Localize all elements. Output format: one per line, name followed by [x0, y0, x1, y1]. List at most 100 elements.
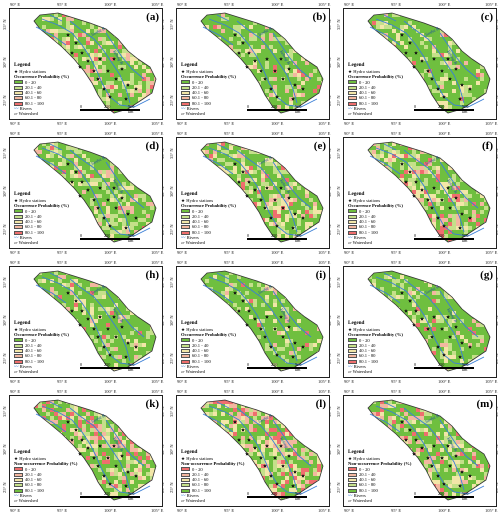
scale-bar-graphic	[80, 496, 140, 498]
watershed-outline	[367, 12, 491, 114]
legend-swatch	[181, 349, 190, 354]
legend-swatch	[181, 354, 190, 359]
latitude-tick: 30° N	[169, 57, 174, 68]
legend-watershed: ▱ Watershed	[348, 240, 372, 246]
map-frame: Jinsha R. Yalong R. (k) Legend ★ Hydro stati…	[9, 395, 163, 507]
scale-label: 250	[438, 362, 445, 367]
latitude-tick: 25° N	[2, 482, 7, 493]
hydro-station-marker	[263, 464, 267, 468]
hydro-station-marker	[430, 77, 434, 81]
longitude-tick: 100° E	[438, 260, 451, 265]
legend-rivers: 〰 Rivers	[14, 492, 32, 498]
hydro-station-marker	[134, 474, 138, 478]
hydro-station-marker	[124, 355, 128, 359]
legend-class: 0 - 20	[181, 80, 247, 85]
hydro-station-marker	[412, 65, 416, 69]
river-line	[403, 407, 465, 491]
longitude-tick: 105° E	[151, 379, 164, 384]
hydro-station-marker	[414, 51, 418, 55]
river-line	[383, 401, 397, 409]
hydro-station-marker	[291, 226, 295, 230]
panel-label: (k)	[145, 398, 159, 410]
legend-subtitle: Occurrence Probability (%)	[14, 74, 69, 80]
map-legend: Legend ★ Hydro stations Occurrence Probabi…	[348, 320, 414, 375]
legend-swatch	[348, 220, 357, 225]
star-icon: ★	[14, 455, 19, 461]
map-panel: 90° E 90° E 95° E 95° E 100° E 100° E 105° E 10…	[334, 258, 500, 387]
river-line	[369, 413, 401, 433]
hydro-station-marker	[281, 335, 285, 339]
river-line	[105, 290, 145, 338]
panel-label: (f)	[482, 140, 493, 152]
legend-hydro-stations: ★ Hydro stations	[181, 455, 214, 461]
legend-hydro-stations: ★ Hydro stations	[14, 455, 47, 461]
longitude-tick: 90° E	[344, 508, 355, 513]
legend-swatch	[181, 85, 190, 90]
legend-swatch	[348, 214, 357, 219]
legend-title: Legend	[14, 191, 31, 197]
latitude-tick: 35° N	[2, 148, 7, 159]
scale-label: 0	[80, 104, 83, 109]
map-frame: Jinsha R. Yalong R. (f) Legend ★ Hydro stati…	[343, 137, 497, 249]
river-line	[236, 407, 298, 491]
hydro-station-marker	[404, 438, 408, 442]
watershed-outline	[200, 270, 324, 372]
hydro-station-marker	[275, 95, 279, 99]
river-line	[41, 147, 151, 237]
longitude-tick: 100° E	[271, 389, 284, 394]
legend-watershed: ▱ Watershed	[181, 111, 205, 117]
longitude-tick: 105° E	[485, 260, 498, 265]
hydro-station-marker	[96, 335, 100, 339]
river-line	[403, 20, 465, 104]
map-legend: Legend ★ Hydro stations Non-occurrence Pro…	[348, 449, 414, 504]
hydro-station-marker	[436, 474, 440, 478]
legend-swatch	[348, 467, 357, 472]
hydro-station-marker	[114, 464, 118, 468]
hydro-station-marker	[70, 51, 74, 55]
hydro-station-marker	[446, 444, 450, 448]
legend-swatch	[14, 354, 23, 359]
longitude-tick: 90° E	[10, 389, 21, 394]
legend-class: 80.1 - 100	[348, 230, 414, 235]
hydro-station-marker	[420, 59, 424, 63]
latitude-tick: 30° N	[169, 315, 174, 326]
legend-swatch	[14, 349, 23, 354]
latitude-tick: 25° N	[336, 224, 341, 235]
map-frame: Jinsha R. Yalong R. (b) Legend ★ Hydro stati…	[176, 8, 330, 120]
river-line	[439, 290, 479, 338]
longitude-tick: 105° E	[151, 2, 164, 7]
hydro-station-marker	[253, 59, 257, 63]
hydro-station-marker	[253, 446, 257, 450]
longitude-tick: 90° E	[177, 260, 188, 265]
hydro-station-marker	[460, 341, 464, 345]
hydro-station-marker	[279, 186, 283, 190]
map-frame: Jinsha R. Yalong R. (g) Legend ★ Hydro stati…	[343, 266, 497, 378]
hydro-station-marker	[245, 323, 249, 327]
hydro-station-marker	[114, 77, 118, 81]
map-legend: Legend ★ Hydro stations Occurrence Probabi…	[348, 191, 414, 246]
longitude-tick: 95° E	[224, 2, 235, 7]
hydro-station-marker	[265, 444, 269, 448]
hydro-station-marker	[86, 317, 90, 321]
hydro-station-marker	[114, 206, 118, 210]
basin-map	[33, 12, 157, 114]
hydro-station-marker	[245, 452, 249, 456]
river-line-icon: 〰	[14, 492, 19, 498]
panel-label: (m)	[476, 398, 494, 410]
hydro-station-marker	[454, 196, 458, 200]
river-line	[383, 143, 397, 151]
hydro-station-marker	[92, 327, 96, 331]
legend-swatch	[14, 225, 23, 230]
river-line	[105, 419, 145, 467]
longitude-tick: 90° E	[10, 379, 21, 384]
river-line	[41, 276, 151, 366]
legend-swatch	[14, 101, 23, 106]
hydro-station-marker	[74, 170, 78, 174]
hydro-station-marker	[426, 456, 430, 460]
legend-swatch	[348, 478, 357, 483]
longitude-tick: 90° E	[177, 389, 188, 394]
longitude-tick: 100° E	[104, 379, 117, 384]
hydro-station-marker	[98, 57, 102, 61]
river-line	[272, 290, 312, 338]
hydro-station-marker	[126, 212, 130, 216]
